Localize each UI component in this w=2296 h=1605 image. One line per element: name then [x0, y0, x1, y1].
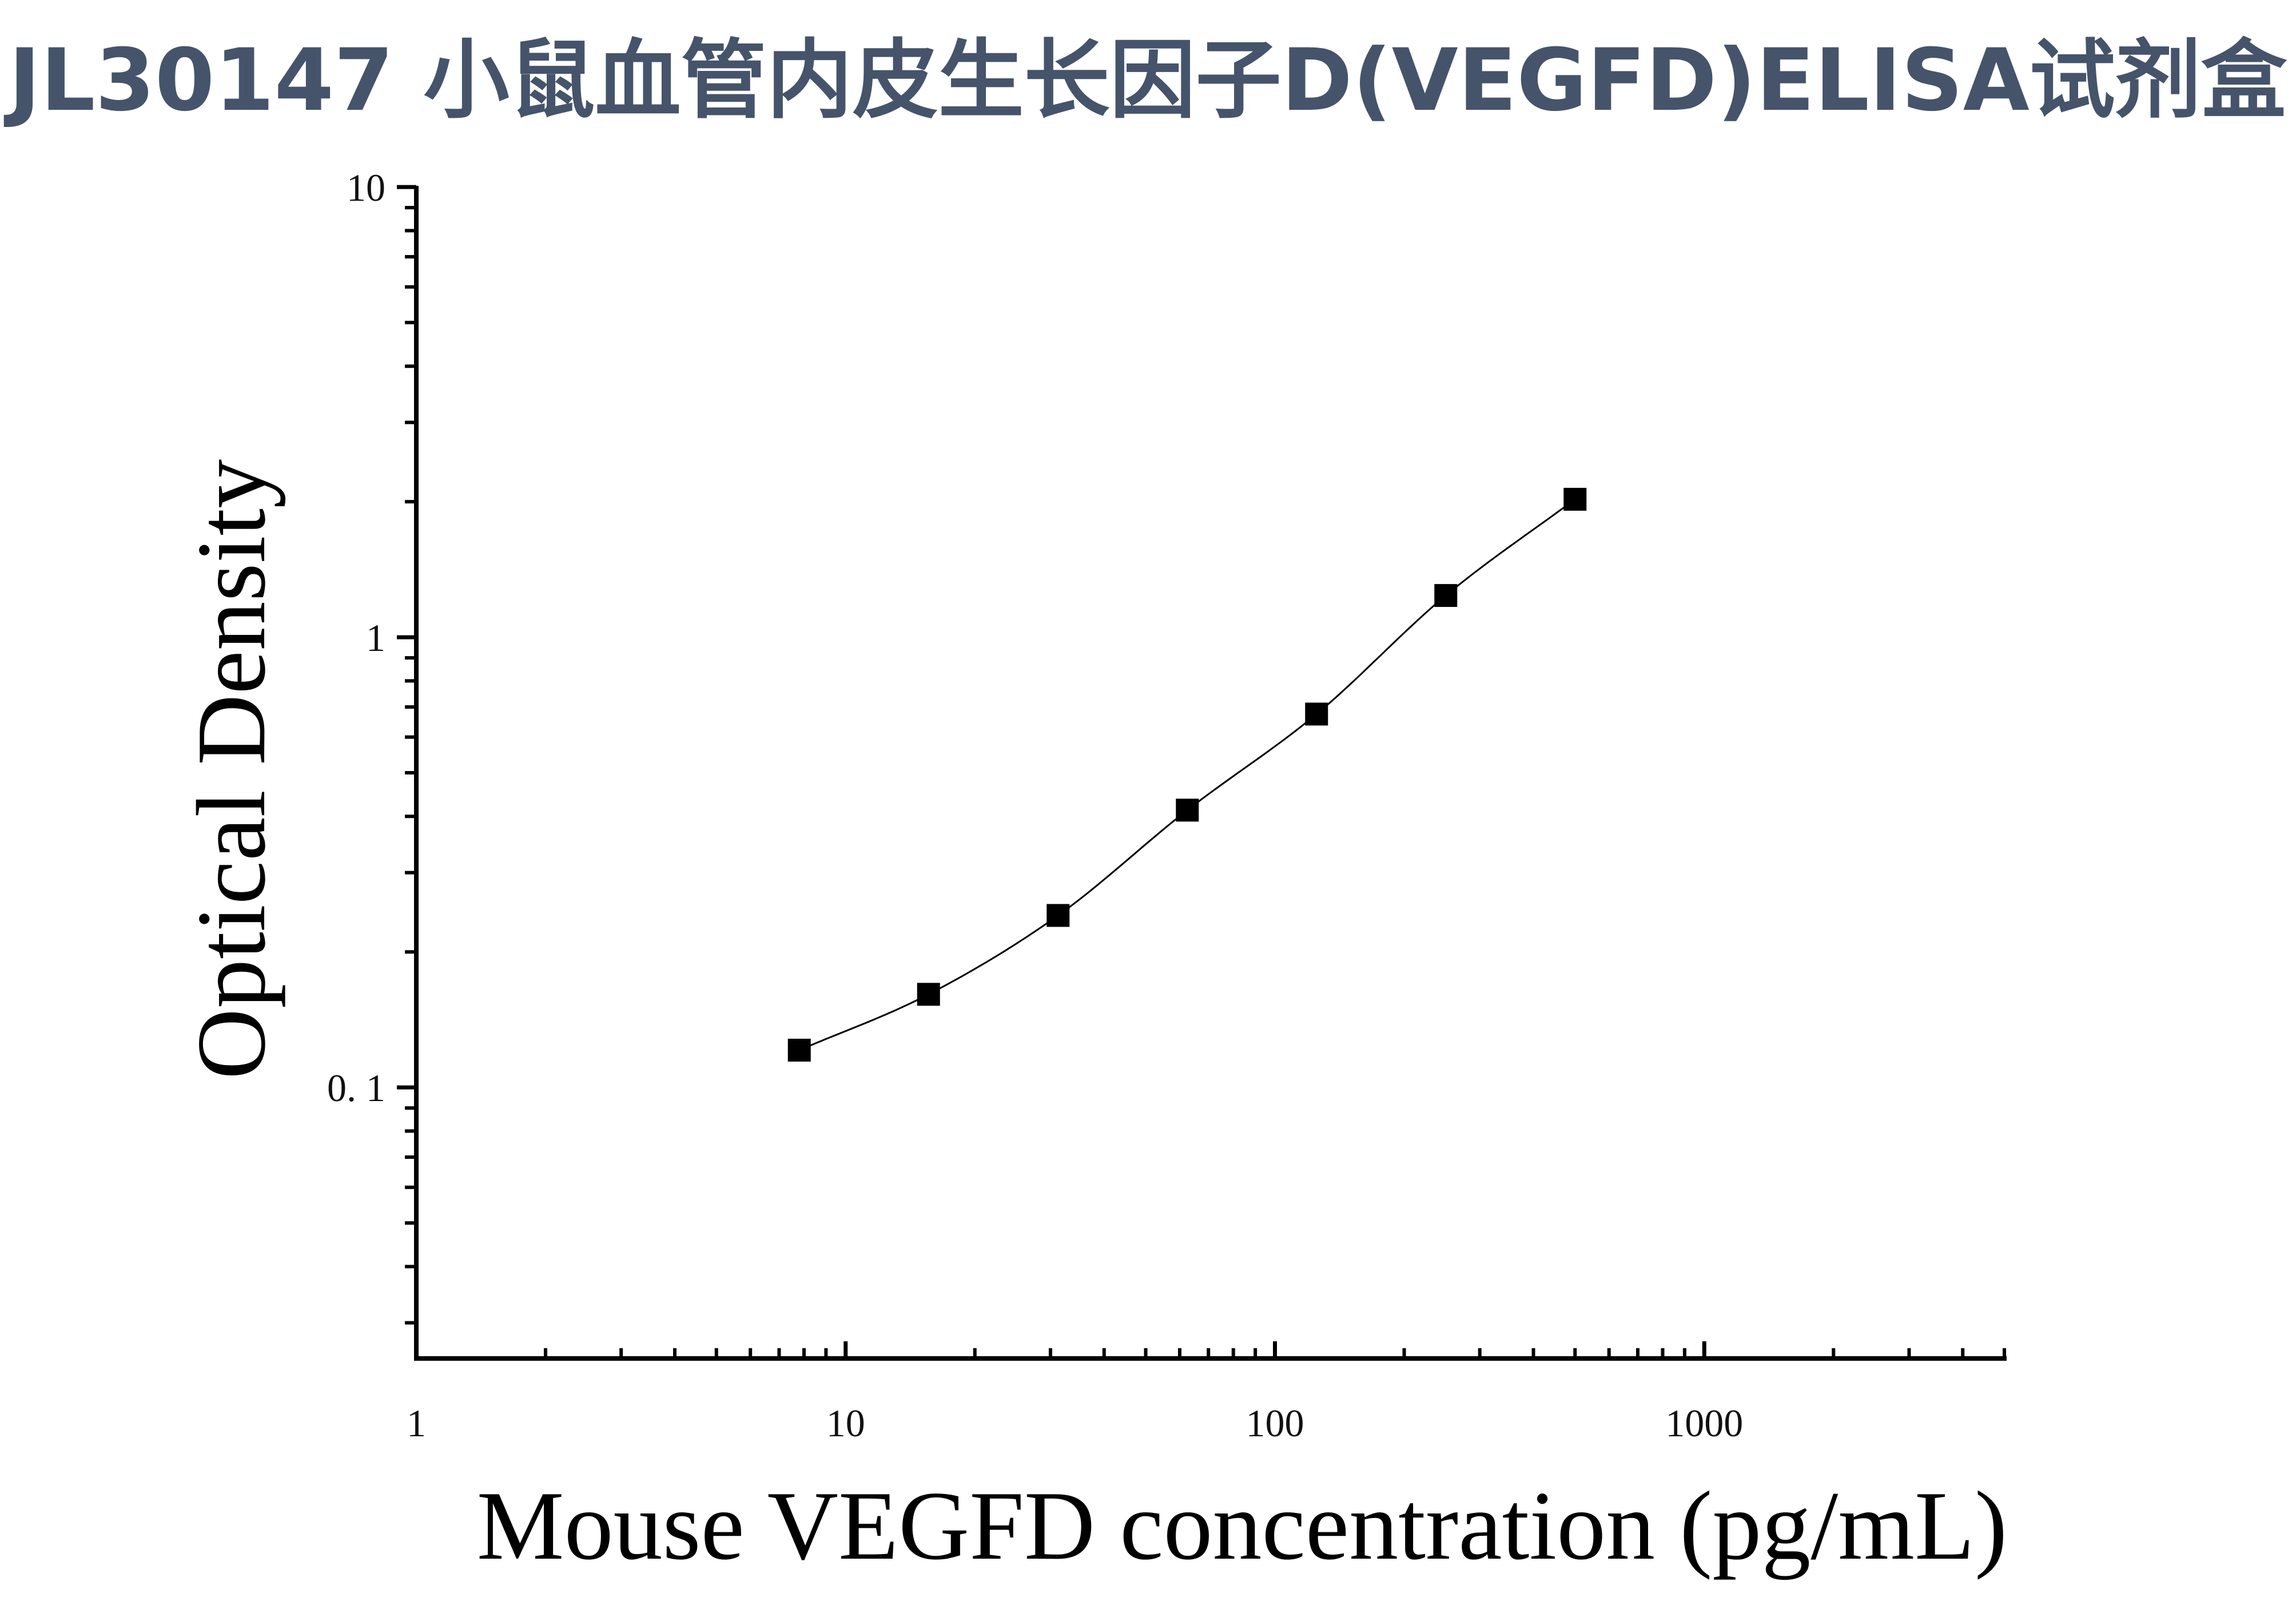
fit-curve [799, 498, 1576, 1051]
data-points [787, 487, 1587, 1062]
y-tick-label: 10 [347, 166, 385, 209]
data-point-marker [1176, 798, 1199, 822]
x-tick-label: 1 [407, 1401, 426, 1445]
data-point-marker [787, 1038, 811, 1062]
y-axis-title: Optical Density [177, 459, 286, 1079]
chart-title: JL30147 小鼠血管内皮生长因子D(VEGFD)ELISA试剂盒 [3, 31, 2287, 130]
data-point-marker [1563, 487, 1587, 511]
y-tick-label: 1 [366, 616, 385, 660]
data-point-marker [1434, 584, 1458, 607]
data-point-marker [1046, 904, 1070, 927]
x-tick-label: 1000 [1665, 1401, 1743, 1445]
y-tick-label: 0. 1 [327, 1066, 385, 1110]
x-tick-label: 10 [826, 1401, 865, 1445]
data-point-marker [1305, 702, 1328, 726]
axes: 1 10 100 1000 0. 1 1 10 [327, 166, 2007, 1445]
data-point-marker [917, 983, 940, 1006]
x-tick-label: 100 [1246, 1401, 1304, 1445]
x-axis-title: Mouse VEGFD concentration (pg/mL) [477, 1472, 2008, 1580]
fit-curve-layer [799, 498, 1576, 1051]
